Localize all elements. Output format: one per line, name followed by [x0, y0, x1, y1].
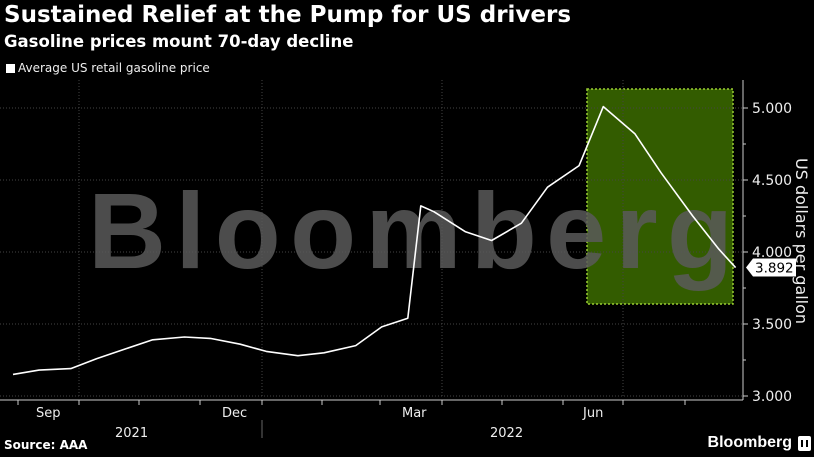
watermark: Bloomberg — [88, 170, 733, 291]
svg-text:3.892: 3.892 — [755, 261, 794, 277]
source-note: Source: AAA — [4, 438, 88, 452]
svg-text:3.500: 3.500 — [752, 317, 792, 333]
svg-text:2021: 2021 — [115, 426, 148, 441]
highlight-region — [586, 88, 734, 305]
svg-text:4.500: 4.500 — [752, 173, 792, 189]
price-line — [12, 105, 737, 376]
svg-text:Jun: Jun — [582, 406, 603, 421]
svg-text:5.000: 5.000 — [752, 101, 792, 117]
last-value-tag — [746, 258, 796, 277]
svg-text:Mar: Mar — [402, 406, 427, 421]
legend-label: Average US retail gasoline price — [18, 61, 210, 75]
svg-text:Sep: Sep — [36, 406, 61, 421]
svg-text:Dec: Dec — [222, 406, 247, 421]
svg-text:2022: 2022 — [490, 426, 523, 441]
chart-title: Sustained Relief at the Pump for US driv… — [4, 2, 572, 28]
bloomberg-terminal-icon — [798, 436, 811, 451]
legend-swatch-icon — [6, 63, 15, 73]
svg-text:4.000: 4.000 — [752, 245, 792, 261]
svg-text:US dollars per gallon: US dollars per gallon — [792, 158, 811, 324]
svg-text:3.000: 3.000 — [752, 389, 792, 405]
legend: Average US retail gasoline price — [6, 61, 210, 75]
brand-logo: Bloomberg — [707, 434, 792, 451]
chart-subtitle: Gasoline prices mount 70-day decline — [4, 32, 354, 51]
